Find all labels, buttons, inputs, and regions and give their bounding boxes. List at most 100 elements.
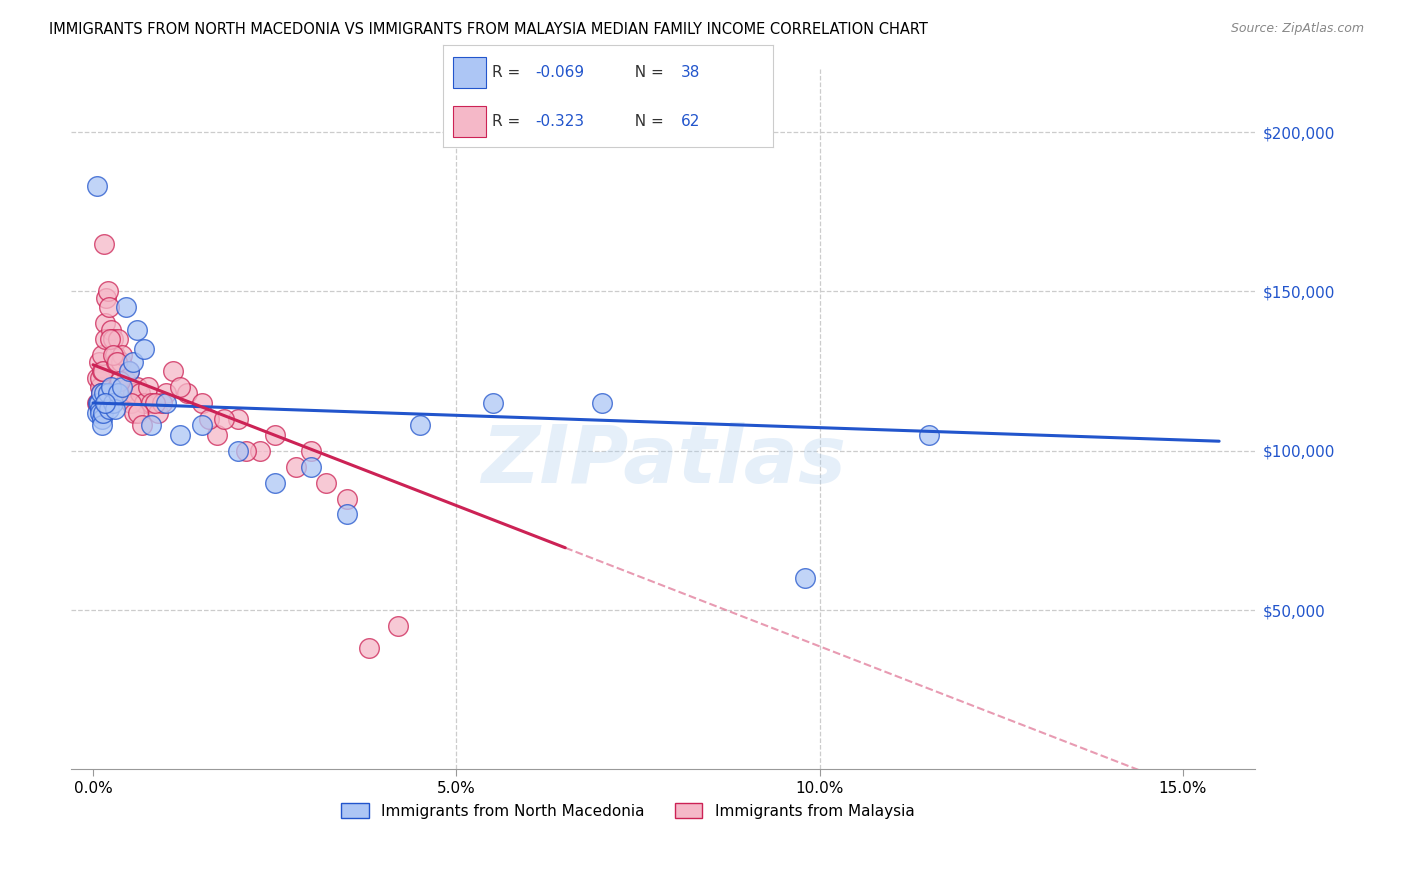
Point (103, 332, 125, 346)
Point (481, 396, 503, 410)
Point (90, 386, 112, 401)
Point (100, 380, 122, 394)
Point (120, 396, 142, 410)
Point (285, 459, 308, 474)
Point (112, 386, 135, 401)
Point (93, 236, 115, 251)
Point (336, 491, 359, 506)
Point (155, 386, 177, 401)
Point (107, 332, 129, 346)
Text: ZIPatlas: ZIPatlas (481, 422, 846, 500)
Point (90, 412, 112, 426)
Point (336, 508, 359, 522)
Point (155, 396, 177, 410)
Point (129, 386, 152, 401)
Point (387, 619, 409, 633)
Point (94, 396, 117, 410)
Point (91, 418, 114, 433)
Point (122, 386, 145, 401)
Point (97, 285, 120, 299)
Point (132, 342, 155, 356)
Point (143, 396, 166, 410)
Point (93, 386, 115, 401)
Text: 38: 38 (681, 65, 700, 79)
Point (93, 396, 115, 410)
Point (104, 348, 127, 362)
Text: 62: 62 (681, 114, 700, 129)
Point (117, 380, 139, 394)
Point (86, 405, 108, 419)
Point (101, 348, 124, 362)
Point (89, 405, 111, 419)
Text: N =: N = (624, 114, 668, 129)
FancyBboxPatch shape (453, 57, 486, 87)
Point (111, 348, 134, 362)
Point (91, 348, 114, 362)
Point (94, 291, 117, 305)
Point (131, 418, 153, 433)
Point (103, 396, 125, 410)
Point (169, 380, 191, 394)
Point (89, 402, 111, 417)
Point (136, 380, 159, 394)
Point (141, 418, 163, 433)
Point (91, 364, 114, 378)
Point (122, 354, 145, 368)
Point (97, 386, 120, 401)
Point (118, 364, 141, 378)
Point (176, 386, 198, 401)
Point (124, 405, 146, 419)
Point (125, 323, 148, 337)
Point (114, 301, 136, 315)
Point (132, 396, 155, 410)
Point (917, 427, 939, 442)
Point (114, 374, 136, 388)
Point (105, 354, 128, 368)
Point (191, 418, 214, 433)
Point (89, 380, 111, 394)
Point (98, 332, 121, 346)
Point (409, 418, 432, 433)
Point (591, 396, 613, 410)
Point (162, 364, 184, 378)
Point (125, 380, 148, 394)
Text: N =: N = (624, 65, 668, 79)
Point (104, 402, 127, 417)
Point (100, 323, 122, 337)
Point (111, 380, 134, 394)
Point (105, 354, 128, 368)
Point (150, 396, 173, 410)
Point (249, 443, 271, 458)
Point (299, 443, 322, 458)
Point (87, 396, 110, 410)
Point (169, 427, 191, 442)
Point (191, 396, 214, 410)
Point (263, 427, 285, 442)
Text: IMMIGRANTS FROM NORTH MACEDONIA VS IMMIGRANTS FROM MALAYSIA MEDIAN FAMILY INCOME: IMMIGRANTS FROM NORTH MACEDONIA VS IMMIG… (49, 22, 928, 37)
Text: -0.069: -0.069 (536, 65, 585, 79)
Point (87, 396, 110, 410)
Text: Source: ZipAtlas.com: Source: ZipAtlas.com (1230, 22, 1364, 36)
Point (87, 396, 110, 410)
Point (359, 641, 381, 656)
FancyBboxPatch shape (453, 106, 486, 137)
Point (90, 364, 112, 378)
Point (98, 301, 121, 315)
Point (263, 475, 285, 490)
Point (110, 354, 132, 368)
Point (86, 179, 108, 194)
Point (94, 332, 117, 346)
Point (86, 396, 108, 410)
Point (118, 364, 141, 378)
Point (198, 412, 221, 426)
Point (228, 443, 250, 458)
Point (205, 427, 228, 442)
Point (90, 386, 112, 401)
Point (148, 405, 170, 419)
Point (86, 370, 108, 384)
Legend: Immigrants from North Macedonia, Immigrants from Malaysia: Immigrants from North Macedonia, Immigra… (335, 797, 921, 825)
Point (212, 412, 235, 426)
Text: R =: R = (492, 65, 526, 79)
Point (127, 405, 149, 419)
Point (794, 571, 817, 585)
